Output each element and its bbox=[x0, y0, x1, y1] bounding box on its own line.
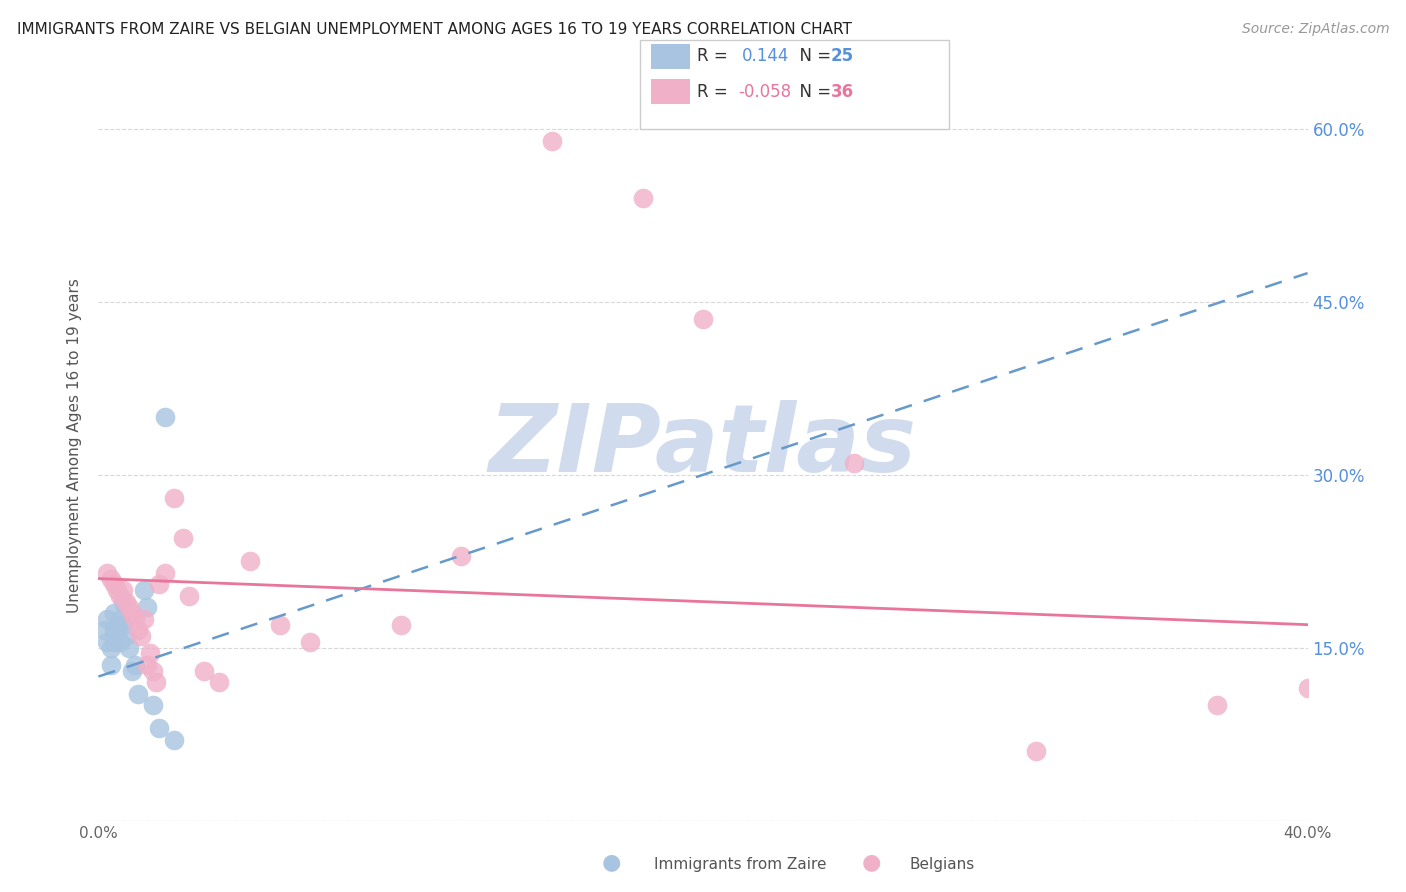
Point bbox=[135, 600, 157, 615]
Point bbox=[269, 617, 291, 632]
Point bbox=[163, 491, 186, 505]
Point bbox=[118, 600, 141, 615]
Point bbox=[179, 589, 201, 603]
Point bbox=[239, 554, 262, 568]
Point bbox=[142, 698, 165, 713]
Text: N =: N = bbox=[789, 47, 837, 65]
Point bbox=[145, 675, 167, 690]
Point bbox=[93, 624, 115, 638]
Text: Belgians: Belgians bbox=[910, 857, 974, 872]
Text: Source: ZipAtlas.com: Source: ZipAtlas.com bbox=[1241, 22, 1389, 37]
Point bbox=[631, 191, 654, 205]
Point bbox=[105, 617, 128, 632]
Text: 0.144: 0.144 bbox=[742, 47, 790, 65]
Point bbox=[105, 629, 128, 643]
Text: N =: N = bbox=[789, 83, 837, 101]
Point bbox=[540, 134, 562, 148]
Point bbox=[103, 606, 125, 620]
Point bbox=[96, 635, 118, 649]
Point bbox=[118, 640, 141, 655]
Point bbox=[105, 583, 128, 598]
Point bbox=[172, 531, 194, 545]
Point bbox=[299, 635, 322, 649]
Point bbox=[96, 612, 118, 626]
Point bbox=[114, 594, 136, 608]
Point bbox=[127, 687, 149, 701]
Point bbox=[1024, 744, 1046, 758]
Point bbox=[127, 624, 149, 638]
Text: R =: R = bbox=[697, 83, 734, 101]
Text: IMMIGRANTS FROM ZAIRE VS BELGIAN UNEMPLOYMENT AMONG AGES 16 TO 19 YEARS CORRELAT: IMMIGRANTS FROM ZAIRE VS BELGIAN UNEMPLO… bbox=[17, 22, 852, 37]
Point bbox=[96, 566, 118, 580]
Point bbox=[108, 635, 131, 649]
Point bbox=[148, 577, 170, 591]
Point bbox=[121, 664, 143, 678]
Text: -0.058: -0.058 bbox=[738, 83, 792, 101]
Point bbox=[100, 640, 122, 655]
Point bbox=[103, 635, 125, 649]
Point bbox=[100, 658, 122, 673]
Text: ●: ● bbox=[862, 853, 882, 872]
Text: ZIPatlas: ZIPatlas bbox=[489, 400, 917, 492]
Point bbox=[208, 675, 231, 690]
Point bbox=[153, 566, 176, 580]
Text: R =: R = bbox=[697, 47, 738, 65]
Point bbox=[114, 629, 136, 643]
Point bbox=[135, 658, 157, 673]
Point bbox=[111, 583, 134, 598]
Point bbox=[163, 733, 186, 747]
Point bbox=[132, 583, 155, 598]
Point bbox=[132, 612, 155, 626]
Point bbox=[124, 658, 146, 673]
Point bbox=[124, 612, 146, 626]
Point bbox=[100, 572, 122, 586]
Y-axis label: Unemployment Among Ages 16 to 19 years: Unemployment Among Ages 16 to 19 years bbox=[67, 278, 83, 614]
Point bbox=[193, 664, 215, 678]
Point bbox=[111, 617, 134, 632]
Point bbox=[148, 722, 170, 736]
Point bbox=[153, 410, 176, 425]
Point bbox=[389, 617, 412, 632]
Point bbox=[103, 577, 125, 591]
Point bbox=[844, 456, 866, 470]
Point bbox=[1206, 698, 1229, 713]
Point bbox=[108, 612, 131, 626]
Point bbox=[142, 664, 165, 678]
Point bbox=[450, 549, 472, 563]
Point bbox=[103, 624, 125, 638]
Point bbox=[129, 629, 152, 643]
Point bbox=[1296, 681, 1319, 695]
Point bbox=[111, 594, 134, 608]
Text: ●: ● bbox=[602, 853, 621, 872]
Text: Immigrants from Zaire: Immigrants from Zaire bbox=[654, 857, 827, 872]
Text: 25: 25 bbox=[831, 47, 853, 65]
Text: 36: 36 bbox=[831, 83, 853, 101]
Point bbox=[692, 312, 714, 326]
Point bbox=[108, 589, 131, 603]
Point bbox=[139, 647, 162, 661]
Point bbox=[121, 606, 143, 620]
